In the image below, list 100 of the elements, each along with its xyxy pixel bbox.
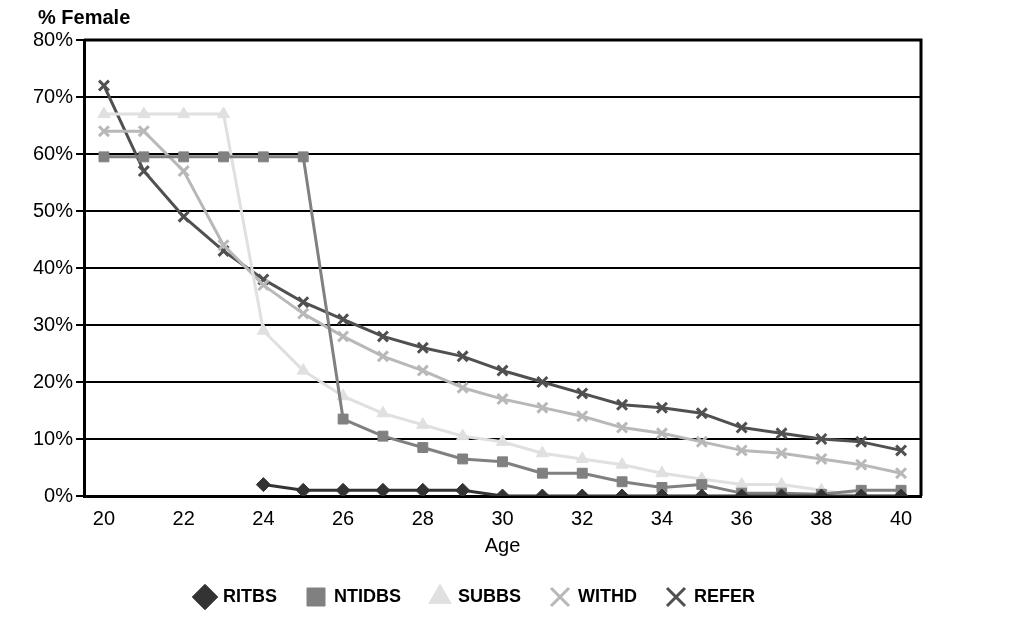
x-axis-title: Age — [484, 533, 521, 556]
point — [256, 278, 270, 292]
x-tick-label: 32 — [571, 506, 594, 529]
point — [456, 349, 470, 363]
point — [535, 375, 549, 389]
y-tick-label: 50% — [33, 198, 74, 221]
point — [137, 164, 151, 178]
point — [97, 79, 111, 93]
point — [496, 392, 509, 406]
y-tick-label: 10% — [33, 426, 74, 449]
point — [695, 435, 709, 449]
y-tick-label: 40% — [33, 255, 74, 278]
x-tick-label: 34 — [650, 506, 674, 529]
y-axis-title: % Female — [38, 6, 131, 29]
point — [416, 364, 430, 378]
legend-label: RITBS — [223, 585, 277, 606]
point — [575, 386, 589, 400]
point — [854, 458, 868, 472]
point — [376, 405, 390, 418]
point — [616, 476, 628, 488]
point — [774, 477, 789, 489]
x-tick-label: 38 — [810, 506, 833, 529]
legend-label: REFER — [693, 585, 756, 606]
point — [735, 443, 749, 457]
y-tick-label: 80% — [33, 27, 74, 50]
point — [615, 421, 629, 435]
point — [177, 106, 191, 119]
point — [775, 446, 788, 460]
point — [416, 341, 430, 355]
legend-label: SUBBS — [458, 585, 522, 606]
y-tick-label: 30% — [33, 312, 74, 335]
point — [177, 210, 191, 224]
point — [97, 124, 111, 138]
point — [256, 323, 270, 335]
point — [575, 409, 589, 423]
point — [376, 329, 390, 343]
point — [854, 435, 868, 449]
x-tick-label: 24 — [252, 506, 275, 529]
point — [415, 482, 431, 496]
point — [296, 363, 310, 375]
point — [336, 329, 350, 343]
point — [535, 445, 549, 458]
point — [178, 151, 190, 163]
point — [655, 401, 669, 415]
x-tick-label: 30 — [491, 506, 514, 529]
point — [296, 307, 310, 321]
point — [894, 466, 908, 480]
point — [216, 106, 231, 119]
x-tick-label: 40 — [889, 506, 913, 529]
point — [335, 482, 351, 496]
legend-label: WITHD — [578, 585, 637, 606]
point — [296, 295, 310, 309]
point — [417, 442, 429, 453]
y-tick-label: 20% — [33, 369, 74, 392]
x-tick-label: 28 — [411, 506, 434, 529]
x-tick-label: 22 — [172, 506, 195, 529]
y-tick-label: 0% — [44, 483, 74, 506]
point — [735, 477, 749, 489]
x-tick-label: 26 — [331, 506, 355, 529]
point — [735, 421, 749, 435]
point — [137, 106, 151, 119]
point — [456, 381, 470, 395]
x-tick-label: 20 — [92, 506, 116, 529]
point — [377, 430, 389, 442]
legend-label: NTIDBS — [334, 585, 401, 606]
point — [257, 151, 269, 163]
point — [217, 238, 230, 252]
point — [496, 364, 509, 378]
point — [655, 426, 669, 440]
point — [615, 457, 629, 469]
point — [497, 456, 508, 468]
y-tick-label: 70% — [33, 84, 74, 107]
point — [894, 443, 908, 457]
point — [814, 432, 828, 446]
point — [695, 406, 709, 420]
point — [575, 451, 589, 463]
point — [775, 426, 788, 440]
point — [696, 479, 708, 491]
point — [457, 453, 469, 465]
point — [97, 106, 111, 119]
point — [576, 467, 588, 479]
point — [456, 428, 470, 441]
point — [138, 151, 150, 163]
point — [376, 349, 390, 363]
point — [297, 151, 309, 163]
point — [455, 482, 471, 496]
point — [336, 312, 350, 326]
point — [295, 482, 311, 496]
point — [536, 467, 548, 479]
point — [535, 401, 549, 415]
point — [615, 398, 629, 412]
point — [177, 164, 191, 178]
point — [375, 482, 391, 496]
point — [137, 124, 151, 138]
point — [218, 151, 229, 163]
point — [655, 465, 669, 478]
y-tick-label: 60% — [33, 141, 74, 164]
point — [337, 413, 349, 425]
point — [255, 477, 271, 493]
point — [495, 434, 510, 446]
